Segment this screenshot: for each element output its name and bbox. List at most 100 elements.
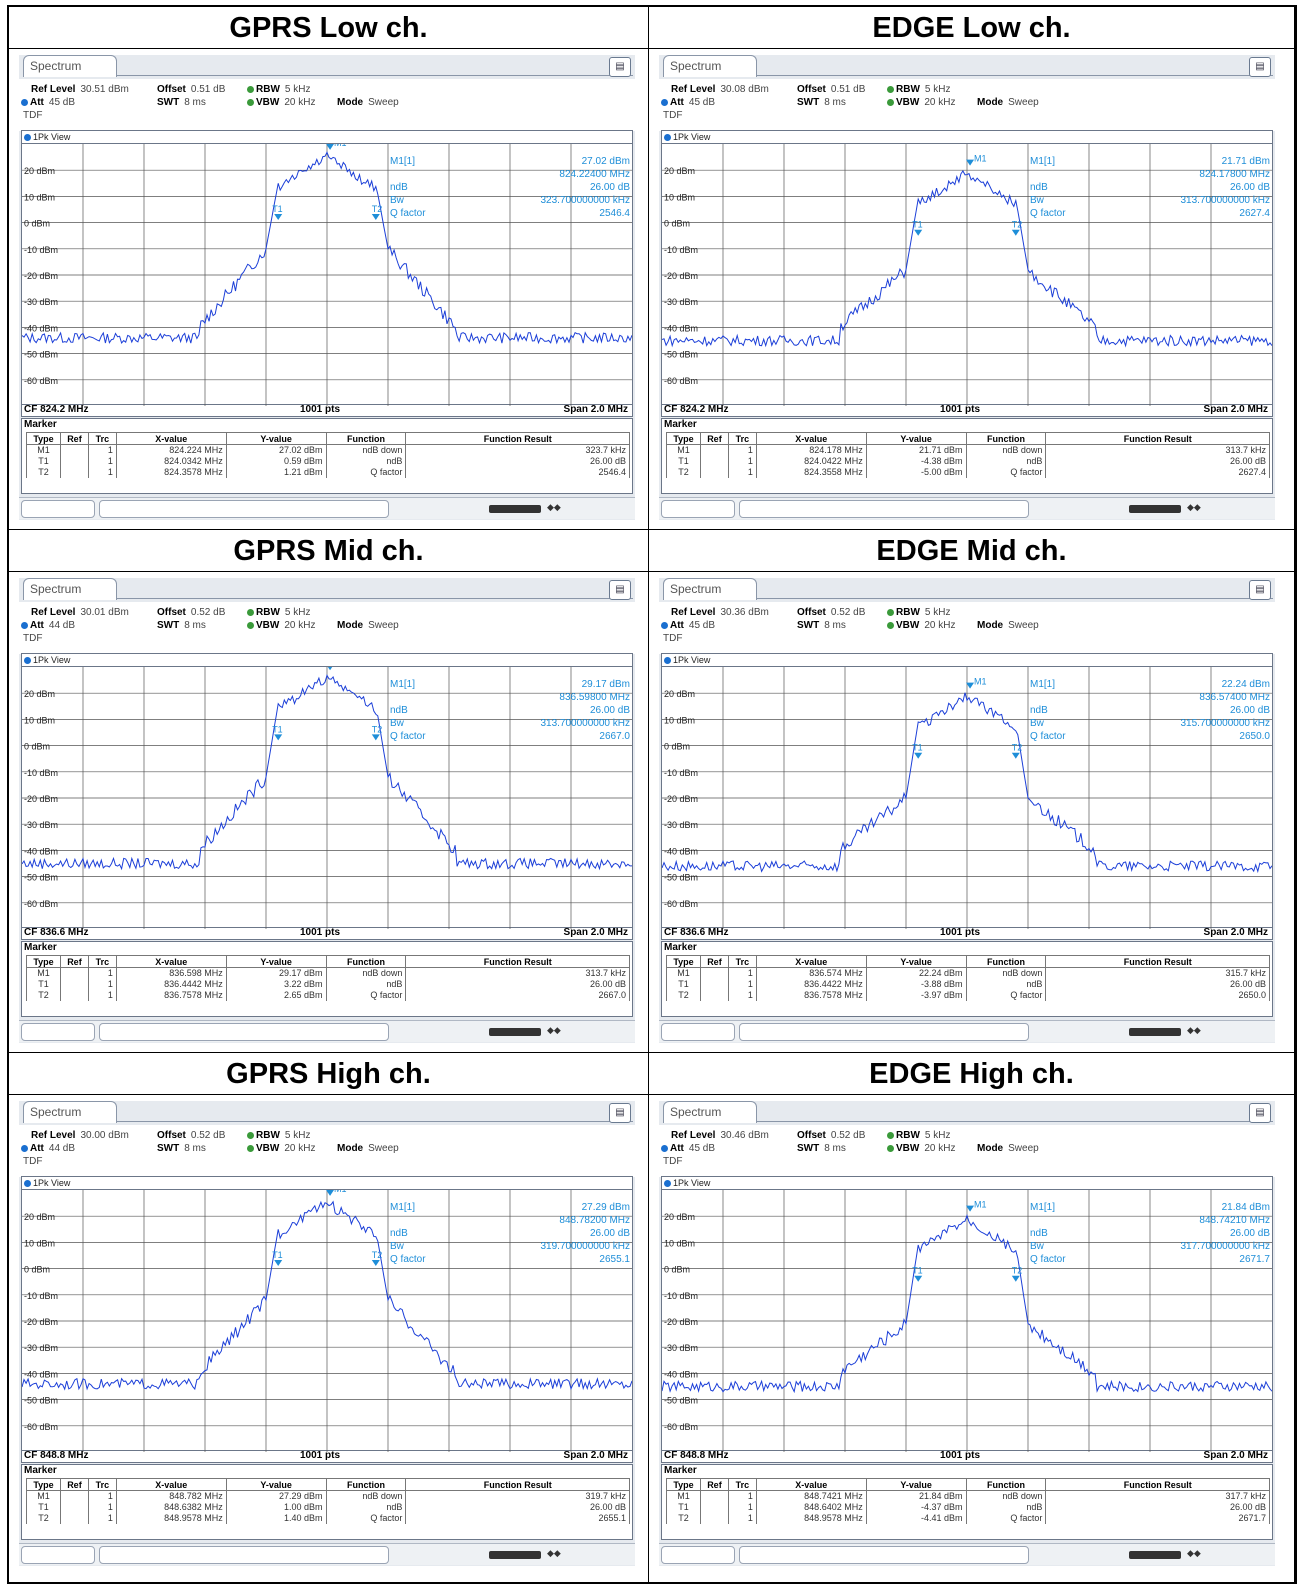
marker-table-title: Marker	[24, 942, 57, 953]
spectrum-graph: 1Pk View 20 dBm 10 dBm 0 dBm -10 dBm -20 dBm -…	[21, 653, 633, 940]
marker-table: Type Ref Trc X-value Y-value Function Function…	[666, 1478, 1270, 1524]
status-bar: ◆◆	[659, 1020, 1275, 1042]
cell-result: 313.7 kHz	[1045, 444, 1270, 456]
spectrum-tab[interactable]: Spectrum	[23, 1101, 117, 1123]
cell-trc: 1	[87, 990, 117, 1001]
table-row[interactable]: T2 1 836.7578 MHz 2.65 dBm Q factor 2667.0	[26, 990, 630, 1001]
panel-edge-high: EDGE High ch. Spectrum ▤ Ref Level 30.46 dBm…	[649, 1053, 1295, 1584]
offset-value: 0.51 dB	[190, 84, 226, 95]
cell-ref	[699, 990, 729, 1001]
toolbar-icon[interactable]: ▤	[609, 1103, 631, 1123]
column-header: Type	[26, 1478, 61, 1491]
cell-result: 2546.4	[405, 467, 630, 478]
table-row[interactable]: T1 1 836.4422 MHz -3.88 dBm ndB 26.00 dB	[666, 979, 1270, 990]
cell-y: 2.65 dBm	[225, 990, 327, 1001]
panel-title: EDGE Mid ch.	[649, 530, 1294, 572]
column-header: Function	[325, 955, 407, 968]
results-grid: GPRS Low ch. Spectrum ▤ Ref Level 30.51 dBm O…	[7, 5, 1297, 1584]
marker-table-title: Marker	[24, 1465, 57, 1476]
table-row[interactable]: M1 1 836.574 MHz 22.24 dBm ndB down 315.7 kHz	[666, 967, 1270, 979]
column-header: Y-value	[865, 432, 967, 445]
toolbar-icon[interactable]: ▤	[1249, 1103, 1271, 1123]
vbw-value: 20 kHz	[284, 97, 316, 108]
cell-trc: 1	[727, 1502, 757, 1513]
spectrum-tab[interactable]: Spectrum	[23, 578, 117, 600]
y-tick-label: 20 dBm	[664, 1212, 695, 1222]
table-row[interactable]: M1 1 824.224 MHz 27.02 dBm ndB down 323.7 kHz	[26, 444, 630, 456]
readout-label: Bw	[1030, 1241, 1044, 1252]
cell-x: 836.7578 MHz	[115, 990, 227, 1001]
t1-marker-icon	[914, 229, 923, 236]
swt: SWT 8 ms	[797, 1142, 846, 1155]
ref-level-label: Ref Level	[671, 84, 716, 95]
cell-y: 3.22 dBm	[225, 979, 327, 990]
table-row[interactable]: T2 1 824.3558 MHz -5.00 dBm Q factor 2627.4	[666, 467, 1270, 478]
column-header: Ref	[699, 432, 729, 445]
t2-marker-icon	[1011, 1275, 1020, 1282]
m1-marker-label: M1	[334, 144, 347, 148]
y-tick-label: 10 dBm	[24, 715, 55, 725]
mode-label: Mode	[337, 1143, 364, 1154]
cell-type: T1	[26, 1502, 61, 1513]
table-row[interactable]: T2 1 848.9578 MHz -4.41 dBm Q factor 2671.7	[666, 1513, 1270, 1524]
cell-func: Q factor	[325, 467, 407, 478]
table-row[interactable]: T2 1 824.3578 MHz 1.21 dBm Q factor 2546.4	[26, 467, 630, 478]
readout-label: Bw	[390, 718, 404, 729]
rbw-label: RBW	[256, 84, 280, 95]
y-tick-label: -60 dBm	[664, 899, 698, 909]
y-tick-label: 0 dBm	[664, 1265, 690, 1275]
table-row[interactable]: M1 1 836.598 MHz 29.17 dBm ndB down 313.7 kHz	[26, 967, 630, 979]
status-field-left	[661, 500, 735, 518]
table-row[interactable]: T1 1 824.0342 MHz 0.59 dBm ndB 26.00 dB	[26, 456, 630, 467]
cell-trc: 1	[727, 467, 757, 478]
marker-table-panel: Marker Type Ref Trc X-value Y-value Function Fu…	[661, 941, 1273, 1017]
cell-type: T1	[26, 979, 61, 990]
y-tick-label: 0 dBm	[664, 742, 690, 752]
spectrum-tab[interactable]: Spectrum	[23, 55, 117, 77]
coupled-dot-icon	[247, 608, 254, 616]
column-header: Function Result	[1045, 432, 1270, 445]
sweep-indicator-icon: ◆◆	[1187, 502, 1201, 512]
spectrum-plot: 20 dBm 10 dBm 0 dBm -10 dBm -20 dBm -30 dBm -4…	[22, 667, 632, 929]
offset-label: Offset	[797, 84, 826, 95]
table-row[interactable]: T1 1 836.4442 MHz 3.22 dBm ndB 26.00 dB	[26, 979, 630, 990]
sweep-points: 1001 pts	[300, 404, 341, 415]
view-dot-icon	[664, 134, 671, 142]
cell-x: 848.6382 MHz	[115, 1502, 227, 1513]
toolbar-icon[interactable]: ▤	[609, 580, 631, 600]
table-row[interactable]: T2 1 848.9578 MHz 1.40 dBm Q factor 2655.1	[26, 1513, 630, 1524]
toolbar-icon[interactable]: ▤	[609, 57, 631, 77]
table-row[interactable]: T1 1 824.0422 MHz -4.38 dBm ndB 26.00 dB	[666, 456, 1270, 467]
y-tick-label: -10 dBm	[664, 1291, 698, 1301]
table-row[interactable]: M1 1 848.7421 MHz 21.84 dBm ndB down 317.7 kH…	[666, 1490, 1270, 1502]
m1-marker-icon	[966, 159, 975, 166]
cell-type: T1	[666, 456, 701, 467]
graph-footer: CF 848.8 MHz 1001 pts Span 2.0 MHz	[662, 1450, 1272, 1462]
cell-ref	[699, 967, 729, 979]
table-row[interactable]: T1 1 848.6382 MHz 1.00 dBm ndB 26.00 dB	[26, 1502, 630, 1513]
spectrum-tab[interactable]: Spectrum	[663, 55, 757, 77]
spectrum-tab[interactable]: Spectrum	[663, 1101, 757, 1123]
swt-label: SWT	[797, 1143, 820, 1154]
measuring-progress-icon	[489, 1028, 541, 1036]
table-row[interactable]: M1 1 848.782 MHz 27.29 dBm ndB down 319.7 kHz	[26, 1490, 630, 1502]
toolbar-icon[interactable]: ▤	[1249, 580, 1271, 600]
toolbar-icon[interactable]: ▤	[1249, 57, 1271, 77]
view-dot-icon	[664, 1180, 671, 1188]
plot-area: 20 dBm 10 dBm 0 dBm -10 dBm -20 dBm -30 dBm -4…	[22, 666, 632, 929]
column-header: Function Result	[405, 1478, 630, 1491]
readout-label: Q factor	[390, 208, 426, 219]
panel-gprs-high: GPRS High ch. Spectrum ▤ Ref Level 30.00 dBm…	[9, 1053, 649, 1584]
sweep-points: 1001 pts	[940, 404, 981, 415]
column-header: Y-value	[225, 1478, 327, 1491]
y-tick-label: -40 dBm	[664, 1369, 698, 1379]
offset-value: 0.52 dB	[830, 607, 866, 618]
table-row[interactable]: T1 1 848.6402 MHz -4.37 dBm ndB 26.00 dB	[666, 1502, 1270, 1513]
t1-marker-label: T1	[912, 743, 923, 753]
table-row[interactable]: M1 1 824.178 MHz 21.71 dBm ndB down 313.7 kHz	[666, 444, 1270, 456]
coupled-dot-icon	[247, 621, 254, 629]
spectrum-tab[interactable]: Spectrum	[663, 578, 757, 600]
tab-underline	[117, 598, 633, 599]
coupled-dot-icon	[887, 608, 894, 616]
table-row[interactable]: T2 1 836.7578 MHz -3.97 dBm Q factor 2650.0	[666, 990, 1270, 1001]
